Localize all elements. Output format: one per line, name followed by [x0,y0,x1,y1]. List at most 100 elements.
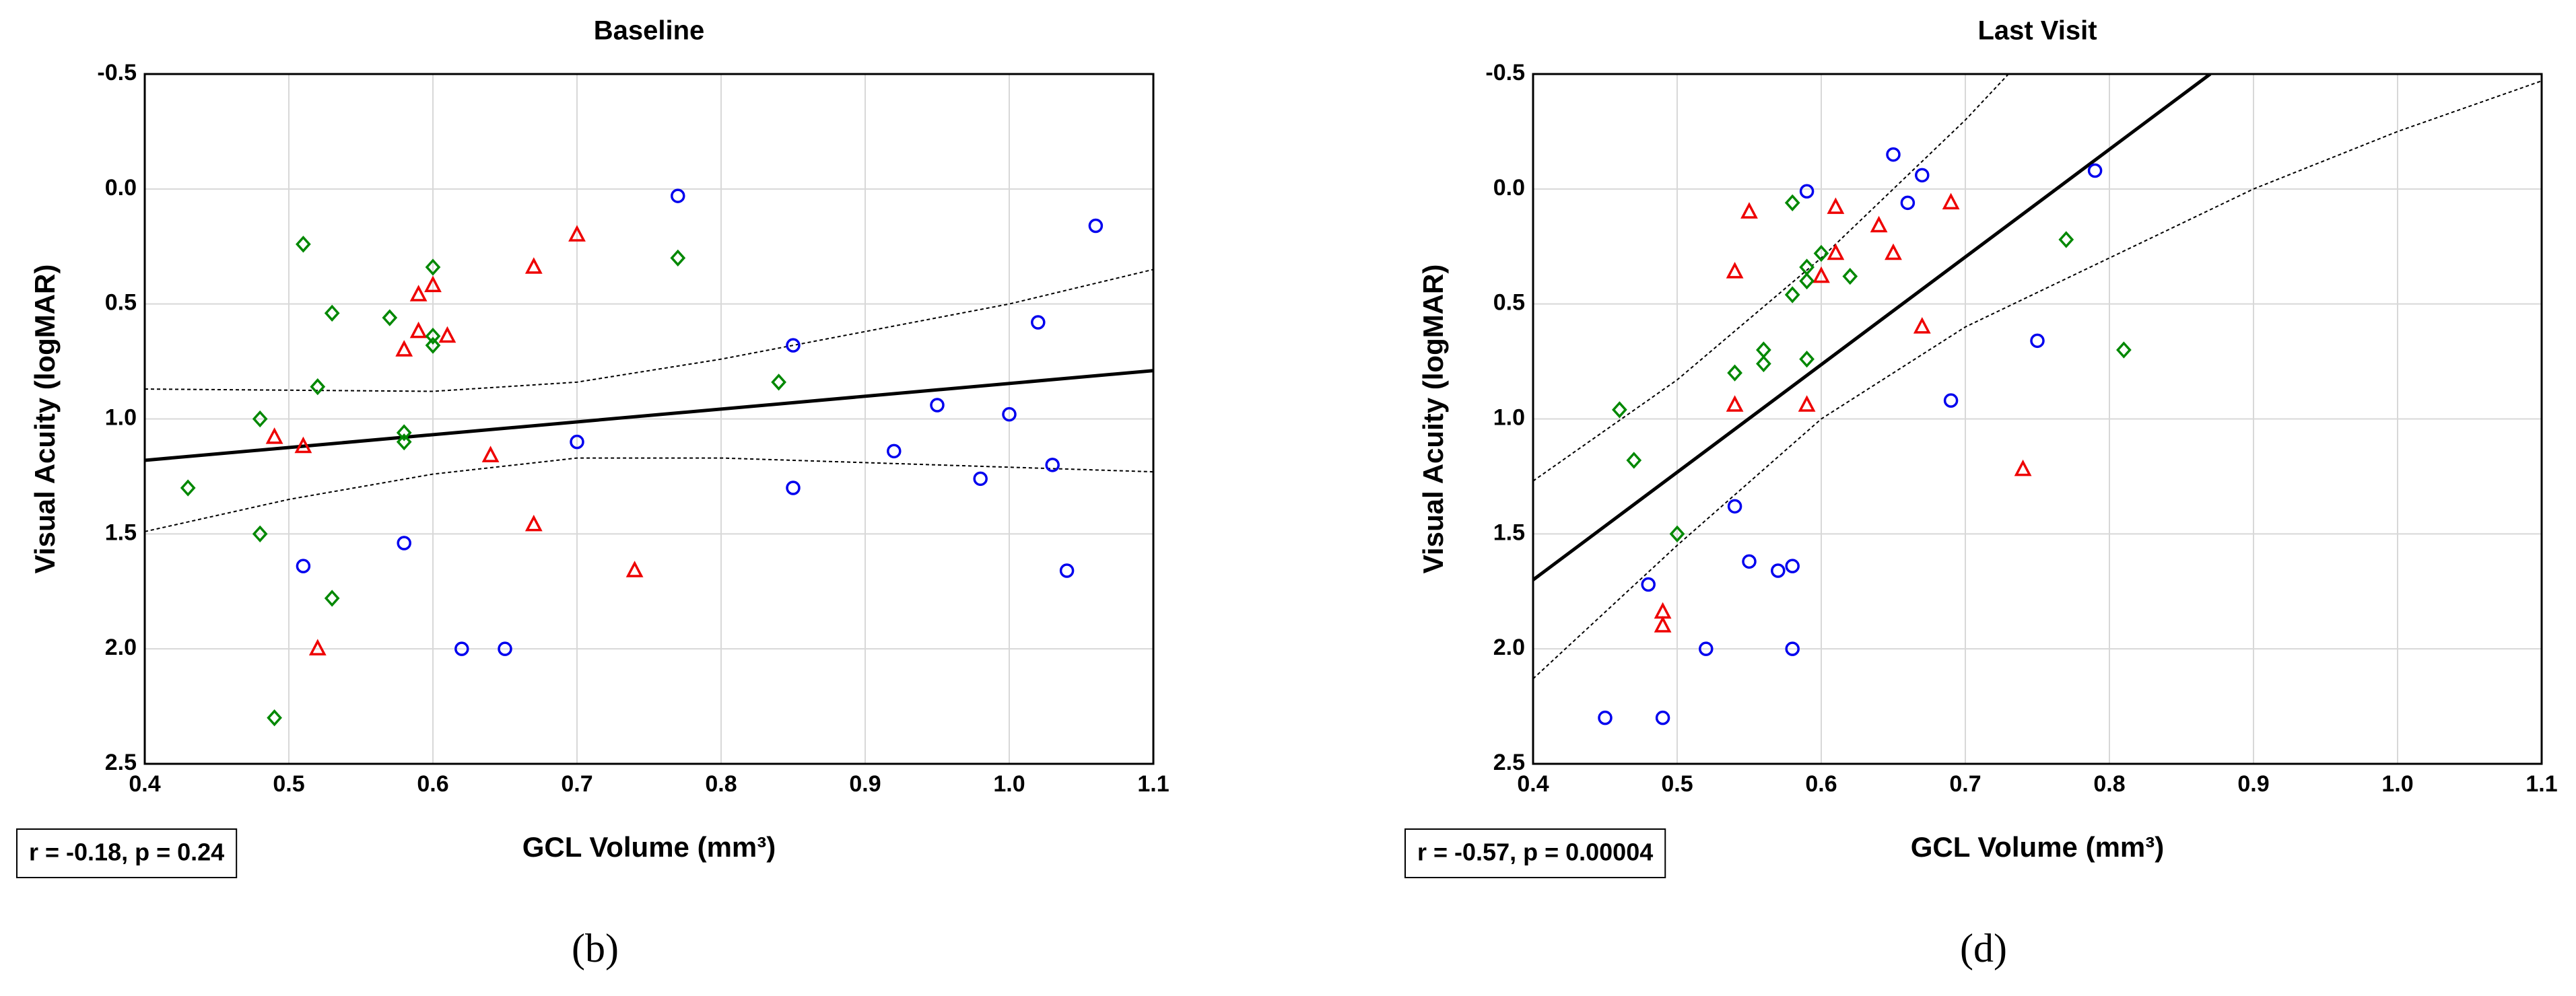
point [1626,452,1642,469]
point [252,410,268,428]
point [524,514,543,532]
point [1654,602,1672,619]
chart: 0.4 0.5 0.6 0.7 0.8 0.9 1.0 1.1 -0.5 0.0 0.5 1.0 1.5… [1404,16,2558,970]
point [1784,286,1800,304]
point [1726,395,1744,412]
point [1913,317,1931,334]
point [786,338,801,353]
point [409,285,428,301]
point [252,525,268,542]
y-tick-label: 0.5 [1493,290,1525,316]
y-axis-label: Visual Acuity (logMAR) [1417,264,1449,574]
point [308,639,327,655]
x-tick-label: 1.0 [993,771,1025,797]
x-tick-label: 0.7 [561,771,592,797]
point [1771,563,1786,578]
point [265,427,283,444]
fit-line [1533,74,2212,581]
point [454,641,469,656]
x-tick-label: 0.6 [1805,771,1837,797]
point [1799,351,1815,368]
plot-frame [1532,73,2543,765]
x-tick-label: 0.6 [417,771,448,797]
point [1812,266,1830,283]
point [1798,395,1816,412]
point [1942,192,1960,210]
plot-area [1533,74,2542,680]
point [1727,499,1742,514]
point [1655,710,1670,725]
annotation: r = -0.57, p = 0.00004 [1417,839,1653,866]
point [1813,244,1829,262]
point [296,559,311,573]
panel-caption: (d) [1960,926,2007,970]
point [771,374,786,391]
point [1784,194,1800,211]
y-tick-label: 1.5 [1493,520,1525,545]
point [438,326,456,343]
point [1031,315,1046,330]
point [1669,525,1685,542]
point [425,258,441,276]
x-tick-label: 1.0 [2381,771,2413,797]
y-tick-label: -0.5 [1485,60,1525,85]
x-axis-label: GCL Volume (mm³) [522,831,776,863]
annotation-box [16,828,238,878]
annotation: r = -0.18, p = 0.24 [29,839,224,866]
y-tick-label: 0.0 [1493,175,1525,201]
x-tick-label: 1.1 [2526,771,2557,797]
annotation-box [1404,828,1666,878]
point [498,641,512,656]
point [1799,272,1815,290]
point [396,424,412,441]
chart: 0.4 0.5 0.6 0.7 0.8 0.9 1.0 1.1 -0.5 0.0 0.5 1.0 1.5… [16,16,1170,970]
point [887,443,902,459]
point [1827,243,1845,260]
confidence-band [1533,80,2542,680]
point [1045,458,1060,472]
x-tick-label: 0.8 [2093,771,2125,797]
x-tick-label: 0.5 [273,771,304,797]
point [568,225,586,242]
point [625,561,644,577]
plot-area [145,269,1153,532]
point [1785,641,1800,656]
point [1756,341,1771,359]
point [324,590,340,607]
point [1915,168,1930,183]
point [2030,333,2045,349]
plot-frame [143,73,1155,765]
x-tick-label: 0.5 [1661,771,1693,797]
x-tick-label: 0.9 [2237,771,2269,797]
point [396,433,412,451]
point [1900,195,1916,211]
fit-line [145,369,1153,462]
point [524,257,543,274]
point [973,471,988,487]
point [1886,147,1901,162]
point [1740,202,1758,219]
y-tick-label: 0.5 [105,290,137,316]
point [786,481,801,495]
point [296,236,311,253]
y-tick-label: 1.5 [105,520,137,545]
point [930,398,945,413]
point [2014,459,2032,476]
y-axis-label: Visual Acuity (logMAR) [29,264,61,574]
y-tick-label: 2.0 [1493,635,1525,660]
y-tick-label: 2.5 [1493,750,1525,775]
x-tick-label: 0.8 [705,771,737,797]
x-tick-label: 0.9 [849,771,881,797]
point [310,378,326,396]
point [1726,262,1744,279]
x-tick-label: 0.4 [1517,771,1549,797]
point [180,479,196,497]
x-tick-label: 0.4 [129,771,160,797]
point [570,434,584,450]
point [1641,577,1656,592]
x-tick-label: 0.7 [1949,771,1981,797]
point [425,336,441,354]
point [397,536,411,550]
point [2116,341,2132,359]
